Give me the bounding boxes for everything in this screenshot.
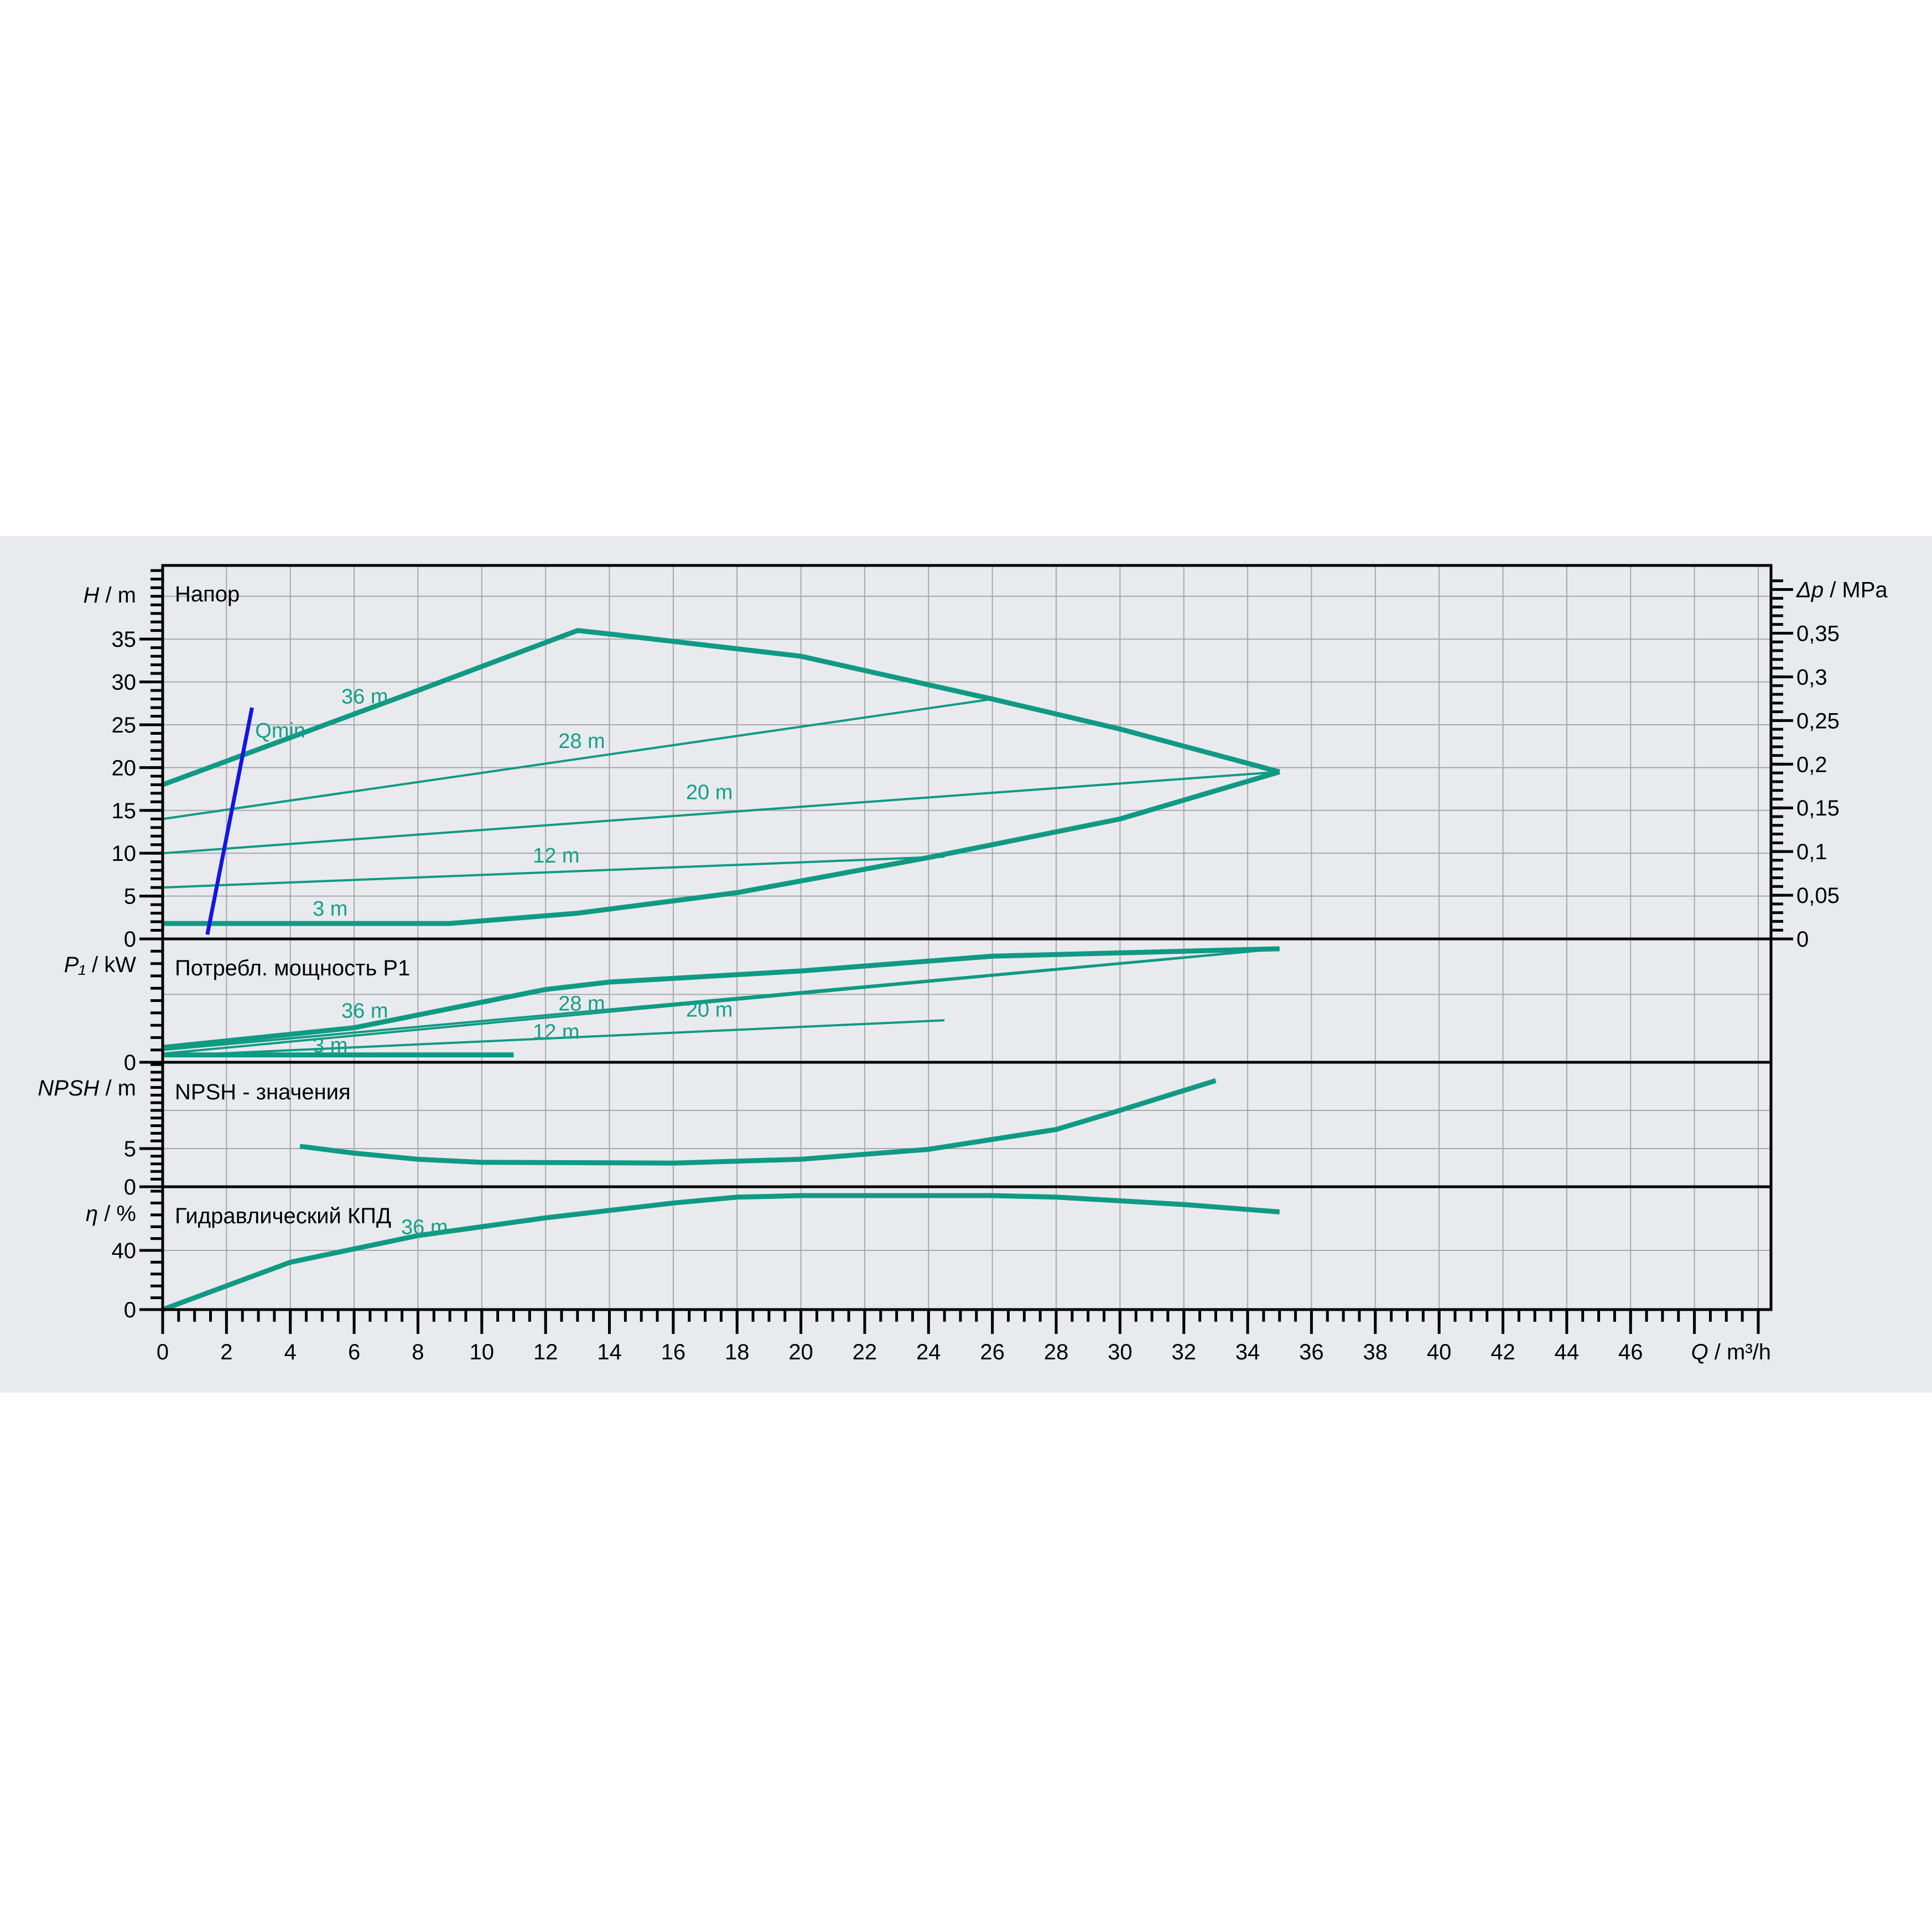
curve-label: 20 m xyxy=(686,781,733,804)
x-axis-tick-label: 14 xyxy=(597,1340,622,1364)
curve-label: 36 m xyxy=(401,1216,448,1239)
y-axis-unit: / m xyxy=(99,583,136,607)
y2-axis-tick-label: 0,3 xyxy=(1796,665,1827,689)
y2-axis-tick-label: 0 xyxy=(1796,927,1809,952)
curve-qmin xyxy=(205,707,254,935)
curve-36-m xyxy=(162,946,1280,1050)
y-axis-unit: / m xyxy=(99,1076,136,1100)
panel-title-efficiency: Гидравлический КПД xyxy=(175,1204,391,1228)
y-axis-tick-label: 0 xyxy=(124,1051,136,1075)
x-axis-tick-label: 18 xyxy=(725,1340,750,1364)
x-axis-tick-label: 8 xyxy=(412,1340,424,1364)
y-axis-tick-label: 15 xyxy=(112,799,137,823)
x-axis-tick-label: 44 xyxy=(1555,1340,1580,1364)
x-axis-tick-label: 30 xyxy=(1108,1340,1133,1364)
curve-20-m xyxy=(162,771,1280,855)
panel-title-npsh: NPSH - значения xyxy=(175,1080,351,1104)
y-axis-tick-label: 5 xyxy=(124,1137,136,1161)
x-axis-tick-label: 42 xyxy=(1490,1340,1515,1364)
y-axis-tick-label: 0 xyxy=(124,1298,136,1322)
x-axis-tick-label: 0 xyxy=(157,1340,169,1364)
curve-12-m xyxy=(162,855,945,889)
y2-axis-symbol: Δp xyxy=(1796,578,1824,603)
x-axis-tick-label: 28 xyxy=(1044,1340,1069,1364)
curve-label: 12 m xyxy=(533,844,579,868)
x-axis-tick-label: 24 xyxy=(916,1340,941,1364)
curve-3-m xyxy=(163,769,1281,926)
y-axis-label: NPSH / m xyxy=(38,1076,136,1100)
y2-axis-tick-label: 0,1 xyxy=(1796,840,1827,864)
y2-axis-tick-label: 0,25 xyxy=(1796,709,1840,733)
x-axis-tick-label: 40 xyxy=(1427,1340,1452,1364)
y-axis-symbol: P₁ xyxy=(64,953,86,977)
curve-12-m xyxy=(162,1019,945,1057)
chart-background-band xyxy=(0,536,1932,1393)
y-axis-unit: / % xyxy=(98,1202,136,1226)
x-axis-tick-label: 46 xyxy=(1618,1340,1643,1364)
panel-title-power: Потребл. мощность P1 xyxy=(175,956,410,980)
y2-axis-tick-label: 0,05 xyxy=(1796,884,1840,908)
y-axis-label: η / % xyxy=(86,1202,136,1226)
y-axis-unit: / kW xyxy=(86,953,136,977)
y2-axis-label: Δp / MPa xyxy=(1796,578,1888,603)
x-axis-tick-label: 12 xyxy=(533,1340,558,1364)
y-axis-tick-label: 0 xyxy=(124,1175,136,1199)
curve-label: Qmin xyxy=(255,719,305,742)
curve-label: 20 m xyxy=(686,998,733,1021)
y-axis-tick-label: 0 xyxy=(124,927,136,952)
y2-axis-unit: / MPa xyxy=(1824,578,1888,603)
y-axis-tick-label: 35 xyxy=(112,627,137,652)
curve-label: 28 m xyxy=(558,992,605,1015)
x-axis-tick-label: 20 xyxy=(788,1340,813,1364)
y2-axis-tick-label: 0,35 xyxy=(1796,621,1840,646)
panel-title-head: Напор xyxy=(175,582,240,606)
curve-npsh xyxy=(299,1078,1217,1166)
x-axis-tick-label: 16 xyxy=(661,1340,686,1364)
y-axis-tick-label: 30 xyxy=(112,671,137,695)
y-axis-symbol: η xyxy=(86,1202,98,1226)
y-axis-tick-label: 40 xyxy=(112,1239,137,1263)
x-axis-tick-label: 38 xyxy=(1363,1340,1388,1364)
x-axis-tick-label: 6 xyxy=(348,1340,360,1364)
y-axis-label: P₁ / kW xyxy=(64,953,137,977)
x-axis-unit: / m³/h xyxy=(1708,1340,1771,1364)
x-axis-label: Q / m³/h xyxy=(1691,1340,1771,1364)
y-axis-tick-label: 10 xyxy=(112,842,137,866)
y-axis-tick-label: 5 xyxy=(124,885,136,909)
curve-20-m xyxy=(162,947,1280,1055)
y-axis-tick-label: 20 xyxy=(112,756,137,780)
x-axis-tick-label: 2 xyxy=(220,1340,232,1364)
y2-axis-tick-label: 0,15 xyxy=(1796,796,1840,820)
x-axis-tick-label: 4 xyxy=(284,1340,297,1364)
curve-label: 12 m xyxy=(533,1021,579,1044)
x-axis-tick-label: 26 xyxy=(980,1340,1005,1364)
curve-label: 28 m xyxy=(558,730,605,753)
curve-36-m xyxy=(162,628,1280,787)
curve-label: 36 m xyxy=(341,685,388,708)
x-axis-tick-label: 34 xyxy=(1235,1340,1260,1364)
x-axis-tick-label: 32 xyxy=(1171,1340,1196,1364)
curve-36-m xyxy=(162,1193,1280,1312)
y-axis-symbol: NPSH xyxy=(38,1076,99,1100)
y-axis-tick-label: 25 xyxy=(112,713,137,738)
x-axis-tick-label: 36 xyxy=(1299,1340,1324,1364)
x-axis-symbol: Q xyxy=(1691,1340,1708,1364)
x-axis-tick-label: 10 xyxy=(470,1340,495,1364)
y-axis-symbol: H xyxy=(83,583,99,607)
curve-label: 3 m xyxy=(313,1034,347,1057)
curve-label: 36 m xyxy=(341,1000,388,1023)
curve-28-m xyxy=(162,698,993,820)
panel-frame xyxy=(161,1185,1773,1311)
y2-axis-tick-label: 0,2 xyxy=(1796,752,1827,777)
x-axis-tick-label: 22 xyxy=(853,1340,877,1364)
y-axis-label: H / m xyxy=(83,583,136,607)
curve-label: 3 m xyxy=(313,897,347,921)
